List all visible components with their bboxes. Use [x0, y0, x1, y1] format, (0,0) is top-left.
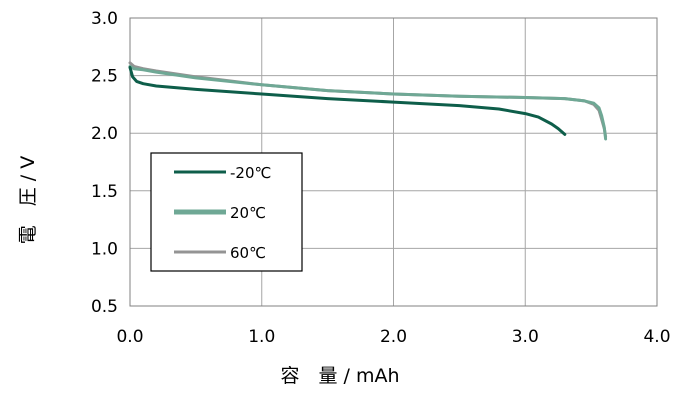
series-lines: [128, 61, 608, 141]
y-tick-label: 0.5: [91, 297, 118, 317]
legend-label-2: 60℃: [230, 244, 266, 262]
y-tick-label: 3.0: [91, 9, 118, 29]
plot-frame: [129, 17, 658, 307]
x-tick-label: 3.0: [512, 327, 539, 347]
tick-labels: 0.0 1.0 2.0 3.0 4.0 0.5 1.0 1.5 2.0 2.5 3.0: [91, 9, 671, 347]
x-axis-label: 容 量 / mAh: [280, 365, 399, 387]
x-tick-label: 1.0: [248, 327, 275, 347]
legend: -20℃ 20℃ 60℃: [150, 152, 303, 272]
x-tick-label: 2.0: [380, 327, 407, 347]
y-axis-label: 電 圧 / V: [17, 156, 39, 244]
x-tick-label: 0.0: [116, 327, 143, 347]
legend-label-0: -20℃: [230, 164, 271, 182]
series-line-0: [128, 66, 567, 136]
y-tick-label: 2.0: [91, 124, 118, 144]
y-tick-label: 2.5: [91, 67, 118, 87]
series-line-1: [128, 64, 608, 141]
legend-label-1: 20℃: [230, 204, 266, 222]
y-tick-label: 1.5: [91, 182, 118, 202]
legend-box: [150, 152, 303, 272]
y-tick-label: 1.0: [91, 239, 118, 259]
x-tick-label: 4.0: [643, 327, 670, 347]
